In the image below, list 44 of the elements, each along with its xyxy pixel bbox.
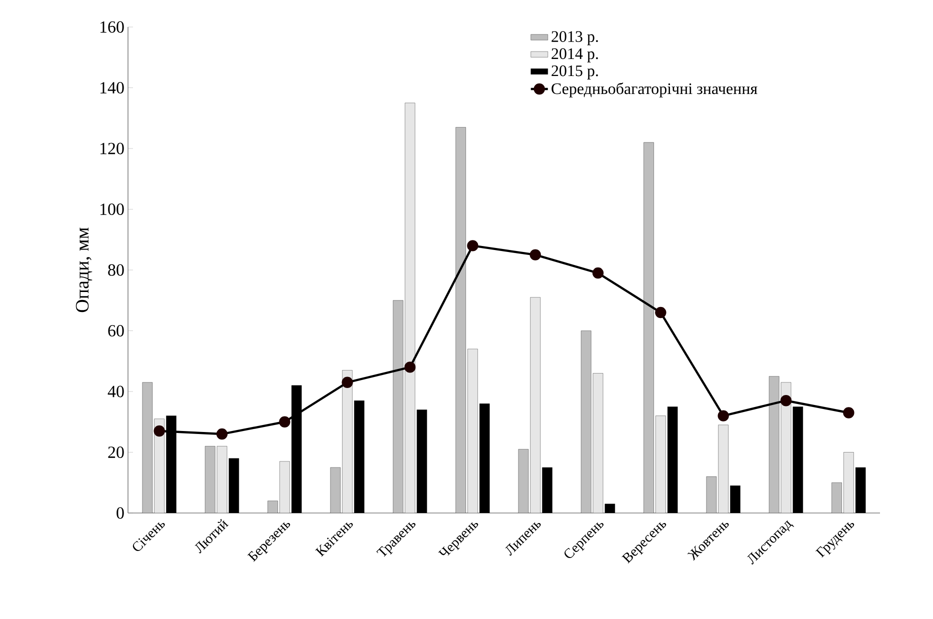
y-tick-label: 40 <box>108 386 124 398</box>
bar <box>718 424 728 513</box>
bar <box>832 482 842 513</box>
legend-label: Середньобагаторічні значення <box>552 82 758 98</box>
bar <box>280 461 290 513</box>
bar <box>142 382 153 513</box>
bar <box>392 300 404 513</box>
point <box>780 395 792 406</box>
point <box>154 425 165 437</box>
y-tick-label: 100 <box>100 204 124 215</box>
bar <box>706 476 717 513</box>
bar <box>644 142 654 513</box>
point <box>530 249 541 260</box>
y-tick-label: 0 <box>116 507 124 519</box>
bar <box>456 127 466 513</box>
y-tick-label: 160 <box>100 21 124 33</box>
point <box>592 267 604 279</box>
point <box>843 407 854 418</box>
point <box>404 362 416 373</box>
bar <box>204 446 216 513</box>
point <box>216 428 228 440</box>
y-tick-label: 60 <box>108 325 124 336</box>
bar <box>844 452 854 513</box>
point <box>342 376 353 388</box>
bar <box>518 449 529 513</box>
y-tick-label: 120 <box>100 142 124 154</box>
y-tick-label: 140 <box>100 82 124 94</box>
y-axis-title: Опади, мм <box>76 228 92 312</box>
legend-label: 2015 р. <box>552 65 598 80</box>
bar <box>468 348 478 513</box>
bar <box>330 467 341 513</box>
point <box>279 416 290 428</box>
legend-label: 2013 р. <box>552 31 598 46</box>
legend-label: 2014 р. <box>552 48 598 62</box>
bar <box>530 297 540 513</box>
bar <box>580 330 592 513</box>
y-tick-label: 20 <box>108 446 124 458</box>
point <box>655 306 666 318</box>
bar <box>768 376 780 513</box>
bar <box>268 500 278 513</box>
y-tick-label: 80 <box>108 264 124 276</box>
point <box>467 240 478 252</box>
point <box>718 410 729 422</box>
bar <box>656 416 666 513</box>
